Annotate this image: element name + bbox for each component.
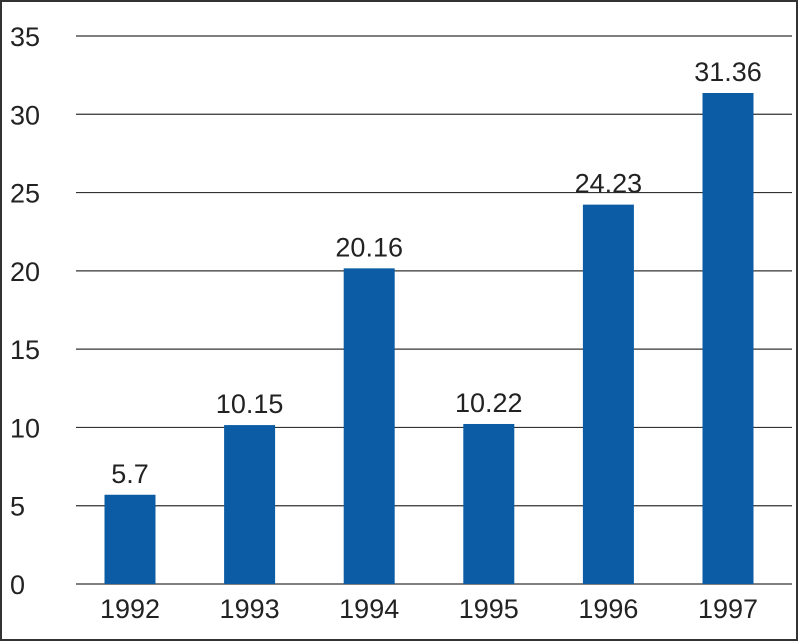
x-tick-label-1995: 1995	[459, 594, 519, 624]
y-tick-label-20: 20	[10, 257, 40, 287]
y-tick-label-30: 30	[10, 100, 40, 130]
data-label-1995: 10.22	[455, 388, 523, 418]
data-label-1996: 24.23	[575, 169, 643, 199]
x-axis-tick-labels: 1992 1993 1994 1995 1996 1997	[100, 594, 758, 624]
bar-1992	[104, 494, 156, 584]
data-label-1994: 20.16	[335, 232, 403, 262]
data-label-1997: 31.36	[694, 57, 762, 87]
data-label-1993: 10.15	[216, 389, 284, 419]
gridlines	[76, 35, 792, 585]
y-axis-tick-labels: 0 5 10 15 20 25 30 35	[10, 22, 40, 600]
bar-1993	[224, 425, 276, 584]
x-tick-label-1993: 1993	[220, 594, 280, 624]
y-tick-label-0: 0	[10, 570, 25, 600]
y-tick-label-35: 35	[10, 22, 40, 52]
data-labels: 5.7 10.15 20.16 10.22 24.23 31.36	[111, 57, 762, 489]
x-tick-label-1992: 1992	[100, 594, 160, 624]
bar-1995	[463, 423, 515, 584]
bars	[104, 92, 754, 584]
bar-1994	[343, 268, 395, 584]
data-label-1992: 5.7	[111, 459, 149, 489]
y-tick-label-25: 25	[10, 179, 40, 209]
x-tick-label-1996: 1996	[578, 594, 638, 624]
bar-1996	[582, 204, 634, 584]
bar-1997	[702, 92, 754, 584]
x-tick-label-1997: 1997	[698, 594, 758, 624]
y-tick-label-5: 5	[10, 492, 25, 522]
x-tick-label-1994: 1994	[339, 594, 399, 624]
y-tick-label-15: 15	[10, 335, 40, 365]
y-tick-label-10: 10	[10, 413, 40, 443]
